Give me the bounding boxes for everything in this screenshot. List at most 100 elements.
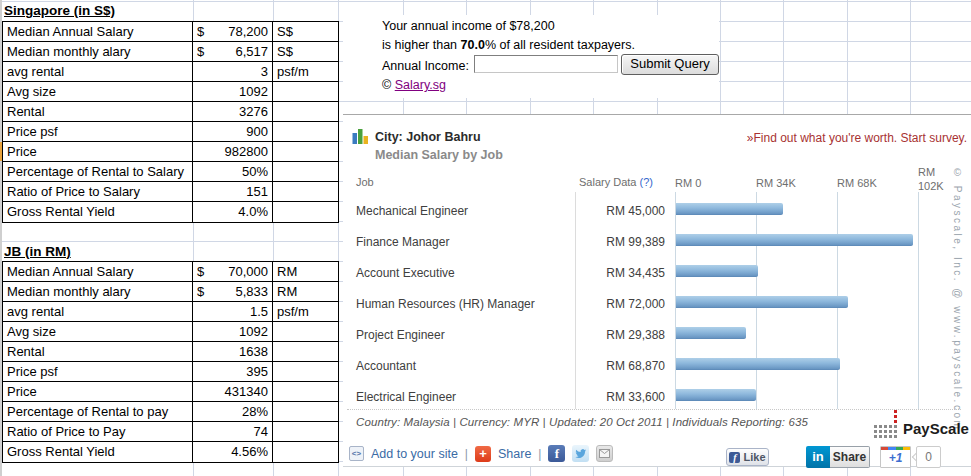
- start-survey-link[interactable]: »Find out what you're worth. Start surve…: [747, 131, 967, 145]
- chart-footer-meta: Country: Malaysia | Currency: MYR | Upda…: [356, 416, 808, 428]
- cell-unit[interactable]: [273, 102, 338, 122]
- annual-income-input[interactable]: [474, 55, 618, 73]
- cell-label[interactable]: Price: [3, 142, 193, 162]
- cell-value[interactable]: 74: [193, 422, 273, 442]
- cell-value[interactable]: $78,200: [193, 22, 273, 42]
- cell-value[interactable]: 3: [193, 62, 273, 82]
- cell-unit[interactable]: [273, 162, 338, 182]
- salary-sg-link[interactable]: Salary.sg: [395, 78, 446, 92]
- income-comparison-widget: Your annual income of $78,200 is higher …: [343, 15, 719, 98]
- cell-label[interactable]: Median Annual Salary: [3, 22, 193, 42]
- cell-label[interactable]: Ratio of Price to Pay: [3, 422, 193, 442]
- cell-label[interactable]: Percentage of Rental to pay: [3, 402, 193, 422]
- cell-value[interactable]: 1.5: [193, 302, 273, 322]
- cell-unit[interactable]: S$: [273, 22, 338, 42]
- linkedin-share-button[interactable]: in Share: [806, 446, 870, 468]
- cell-label[interactable]: Avg size: [3, 322, 193, 342]
- cell-value[interactable]: 4.56%: [193, 442, 273, 462]
- twitter-icon[interactable]: [572, 445, 589, 462]
- submit-query-button[interactable]: Submit Query: [621, 54, 719, 75]
- payscale-logo[interactable]: PayScale: [874, 409, 971, 441]
- cell-value[interactable]: 28%: [193, 402, 273, 422]
- cell-value[interactable]: $5,833: [193, 282, 273, 302]
- job-name: Accountant: [356, 359, 416, 373]
- chart-bottom-divider: [347, 409, 961, 410]
- facebook-like-button[interactable]: f Like: [726, 448, 769, 466]
- cell-value[interactable]: $6,517: [193, 42, 273, 62]
- cell-value[interactable]: 1092: [193, 82, 273, 102]
- cell-value[interactable]: 900: [193, 122, 273, 142]
- chart-subtitle: Median Salary by Job: [375, 148, 503, 162]
- cell-label[interactable]: Rental: [3, 102, 193, 122]
- cell-unit[interactable]: [273, 342, 338, 362]
- cell-unit[interactable]: S$: [273, 42, 338, 62]
- logo-dot-red: [894, 420, 897, 423]
- cell-unit[interactable]: RM: [273, 282, 338, 302]
- logo-dot: [874, 430, 877, 433]
- share-plus-icon[interactable]: +: [475, 446, 491, 462]
- cell-unit[interactable]: [273, 442, 338, 462]
- cell-value[interactable]: 395: [193, 362, 273, 382]
- cell-value[interactable]: 50%: [193, 162, 273, 182]
- logo-dot: [879, 430, 882, 433]
- cell-label[interactable]: Avg size: [3, 82, 193, 102]
- x-axis-tick: RM 102K: [918, 165, 952, 193]
- cell-label[interactable]: Price psf: [3, 122, 193, 142]
- cell-label[interactable]: Percentage of Rental to Salary: [3, 162, 193, 182]
- salary-value: RM 29,388: [523, 328, 665, 342]
- divider-pipe: |: [465, 447, 468, 461]
- table-title-singapore[interactable]: Singapore (in S$): [4, 3, 115, 18]
- cell-unit[interactable]: [273, 402, 338, 422]
- logo-dot: [874, 425, 877, 428]
- cell-unit[interactable]: [273, 322, 338, 342]
- table-title-jb[interactable]: JB (in RM): [4, 244, 71, 259]
- share-link[interactable]: Share: [498, 447, 531, 461]
- cell-label[interactable]: avg rental: [3, 62, 193, 82]
- email-icon[interactable]: [596, 445, 613, 462]
- cell-label[interactable]: Median monthly alary: [3, 42, 193, 62]
- cell-unit[interactable]: [273, 182, 338, 202]
- payscale-chart-widget: City: Johor Bahru Median Salary by Job »…: [343, 114, 971, 467]
- cell-unit[interactable]: [273, 422, 338, 442]
- income-line1: Your annual income of $78,200: [382, 19, 555, 33]
- cell-label[interactable]: Price: [3, 382, 193, 402]
- job-name: Mechanical Engineer: [356, 204, 468, 218]
- cell-unit[interactable]: [273, 362, 338, 382]
- cell-value[interactable]: $70,000: [193, 262, 273, 282]
- google-plusone-button[interactable]: +1: [880, 446, 911, 468]
- cell-value[interactable]: 4.0%: [193, 202, 273, 222]
- salary-bar: [676, 203, 783, 215]
- cell-label[interactable]: Price psf: [3, 362, 193, 382]
- add-to-site-link[interactable]: Add to your site: [371, 447, 458, 461]
- cell-unit[interactable]: [273, 82, 338, 102]
- cell-unit[interactable]: psf/m: [273, 62, 338, 82]
- cell-label[interactable]: avg rental: [3, 302, 193, 322]
- cell-unit[interactable]: [273, 142, 338, 162]
- cell-value[interactable]: 1092: [193, 322, 273, 342]
- income-line2: is higher than 70.0% of all resident tax…: [382, 38, 635, 52]
- cell-label[interactable]: Gross Rental Yield: [3, 442, 193, 462]
- cell-unit[interactable]: RM: [273, 262, 338, 282]
- cell-unit[interactable]: [273, 382, 338, 402]
- cell-unit[interactable]: [273, 202, 338, 222]
- cell-value[interactable]: 3276: [193, 102, 273, 122]
- cell-unit[interactable]: psf/m: [273, 302, 338, 322]
- cell-value[interactable]: 982800: [193, 142, 273, 162]
- logo-dot: [894, 425, 897, 428]
- cell-label[interactable]: Ratio of Price to Salary: [3, 182, 193, 202]
- cell-value[interactable]: 1638: [193, 342, 273, 362]
- x-axis-tick: RM 0: [675, 176, 723, 190]
- column-header-salary-data: Salary Data (?): [523, 176, 653, 188]
- facebook-icon[interactable]: f: [548, 445, 565, 462]
- cell-value[interactable]: 151: [193, 182, 273, 202]
- cell-label[interactable]: Gross Rental Yield: [3, 202, 193, 222]
- cell-label[interactable]: Median monthly alary: [3, 282, 193, 302]
- salary-data-help-link[interactable]: (?): [640, 176, 653, 188]
- salary-value: RM 34,435: [523, 266, 665, 280]
- logo-dot: [879, 425, 882, 428]
- cell-label[interactable]: Rental: [3, 342, 193, 362]
- cell-unit[interactable]: [273, 122, 338, 142]
- job-name: Human Resources (HR) Manager: [356, 297, 535, 311]
- cell-value[interactable]: 431340: [193, 382, 273, 402]
- cell-label[interactable]: Median Annual Salary: [3, 262, 193, 282]
